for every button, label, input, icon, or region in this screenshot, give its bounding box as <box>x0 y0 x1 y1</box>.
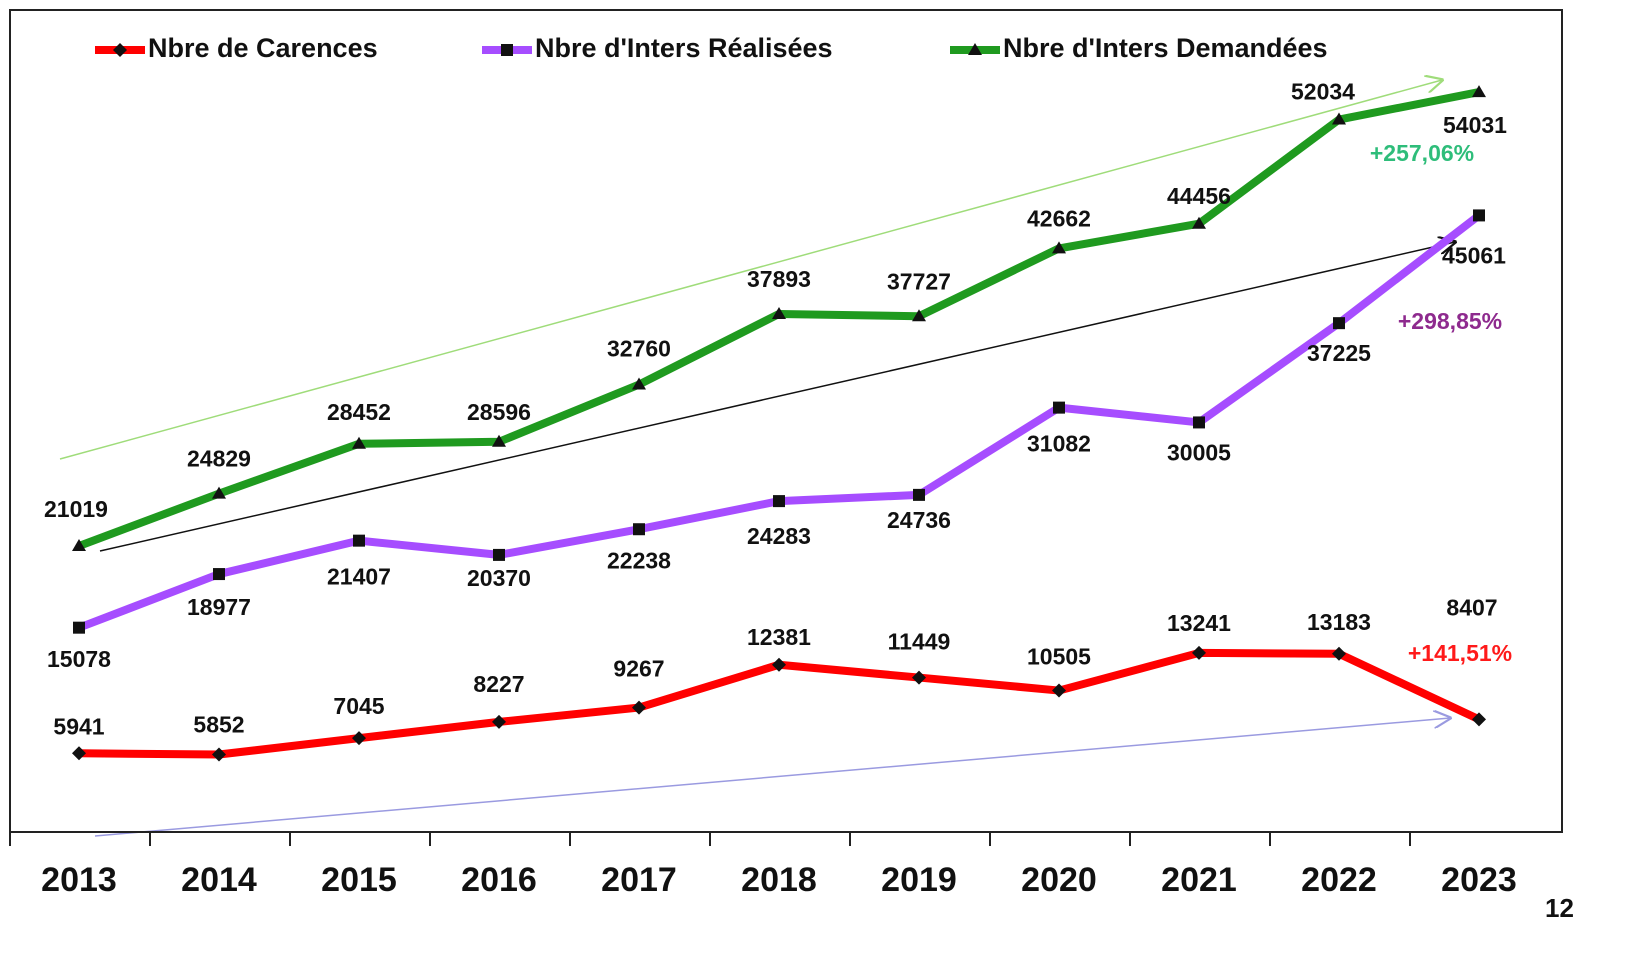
data-label: 21019 <box>44 496 108 522</box>
data-label: 7045 <box>333 693 384 719</box>
data-label: 13241 <box>1167 610 1231 636</box>
trend-arrow <box>59 80 1442 460</box>
x-tick-label: 2023 <box>1441 861 1517 899</box>
point-marker <box>772 306 786 319</box>
data-label: 18977 <box>187 594 251 620</box>
annotation: +257,06% <box>1370 140 1474 166</box>
point-marker <box>1052 683 1066 698</box>
point-marker <box>1473 209 1485 222</box>
data-label: 5941 <box>53 713 104 739</box>
data-label: 12381 <box>747 624 811 650</box>
data-label: 54031 <box>1443 112 1507 138</box>
point-marker <box>1333 317 1345 330</box>
point-marker <box>1052 241 1066 254</box>
plot-frame <box>9 9 1563 833</box>
legend-marker <box>968 43 982 55</box>
data-label: 8407 <box>1446 594 1497 620</box>
point-marker <box>72 746 86 761</box>
data-label: 24829 <box>187 446 251 472</box>
point-marker <box>352 731 366 746</box>
x-tick-label: 2018 <box>741 861 817 899</box>
x-tick-label: 2020 <box>1021 861 1097 899</box>
data-label: 37893 <box>747 266 811 292</box>
point-marker <box>1472 85 1486 98</box>
point-marker <box>1192 216 1206 229</box>
point-marker <box>912 670 926 685</box>
data-label: 11449 <box>888 629 951 655</box>
point-marker <box>632 700 646 715</box>
point-marker <box>72 538 86 551</box>
page-number: 12 <box>1545 893 1574 923</box>
x-tick-label: 2013 <box>41 861 117 899</box>
data-label: 32760 <box>607 336 671 362</box>
data-label: 15078 <box>47 646 111 672</box>
point-marker <box>773 495 785 508</box>
point-marker <box>1332 646 1346 661</box>
data-label: 44456 <box>1167 183 1231 209</box>
legend-marker <box>501 44 513 56</box>
point-marker <box>212 486 226 499</box>
data-label: 13183 <box>1307 609 1371 635</box>
point-marker <box>353 534 365 547</box>
x-tick-label: 2015 <box>321 861 397 899</box>
x-tick-label: 2019 <box>881 861 957 899</box>
point-marker <box>632 377 646 390</box>
point-marker <box>212 747 226 762</box>
data-label: 8227 <box>473 671 524 697</box>
data-label: 31082 <box>1027 431 1091 457</box>
point-marker <box>73 621 85 634</box>
data-label: 45061 <box>1442 242 1506 268</box>
point-marker <box>1053 401 1065 414</box>
data-label: 20370 <box>467 565 531 591</box>
x-tick-label: 2016 <box>461 861 537 899</box>
point-marker <box>1472 712 1486 727</box>
point-marker <box>772 657 786 672</box>
point-marker <box>1192 645 1206 660</box>
data-label: 52034 <box>1291 79 1355 105</box>
data-label: 30005 <box>1167 440 1231 466</box>
point-marker <box>493 548 505 561</box>
data-label: 24283 <box>747 523 811 549</box>
point-marker <box>1332 112 1346 125</box>
trend-arrow <box>99 242 1455 552</box>
data-label: 28596 <box>467 399 531 425</box>
point-marker <box>1193 416 1205 429</box>
point-marker <box>912 309 926 322</box>
legend-label: Nbre d'Inters Demandées <box>1003 33 1328 63</box>
point-marker <box>913 488 925 501</box>
data-label: 22238 <box>607 547 671 573</box>
point-marker <box>633 523 645 536</box>
point-marker <box>492 434 506 447</box>
data-label: 21407 <box>327 564 391 590</box>
annotation: +141,51% <box>1408 640 1512 666</box>
x-tick-label: 2022 <box>1301 861 1377 899</box>
x-tick-label: 2017 <box>601 861 677 899</box>
series-line <box>77 88 1480 550</box>
data-label: 37727 <box>887 268 951 294</box>
legend-label: Nbre d'Inters Réalisées <box>535 33 833 63</box>
annotation: +298,85% <box>1398 308 1502 334</box>
data-label: 10505 <box>1027 644 1091 670</box>
legend-marker <box>113 43 127 57</box>
data-label: 28452 <box>327 399 391 425</box>
x-tick-label: 2014 <box>181 861 257 899</box>
data-label: 5852 <box>193 712 244 738</box>
point-marker <box>352 436 366 449</box>
x-tick-label: 2021 <box>1161 861 1237 899</box>
legend-label: Nbre de Carences <box>148 33 378 63</box>
data-label: 24736 <box>887 507 951 533</box>
point-marker <box>213 568 225 581</box>
data-label: 9267 <box>613 656 664 682</box>
trend-arrow <box>94 718 1450 837</box>
data-label: 37225 <box>1307 340 1371 366</box>
data-label: 42662 <box>1027 205 1091 231</box>
point-marker <box>492 714 506 729</box>
